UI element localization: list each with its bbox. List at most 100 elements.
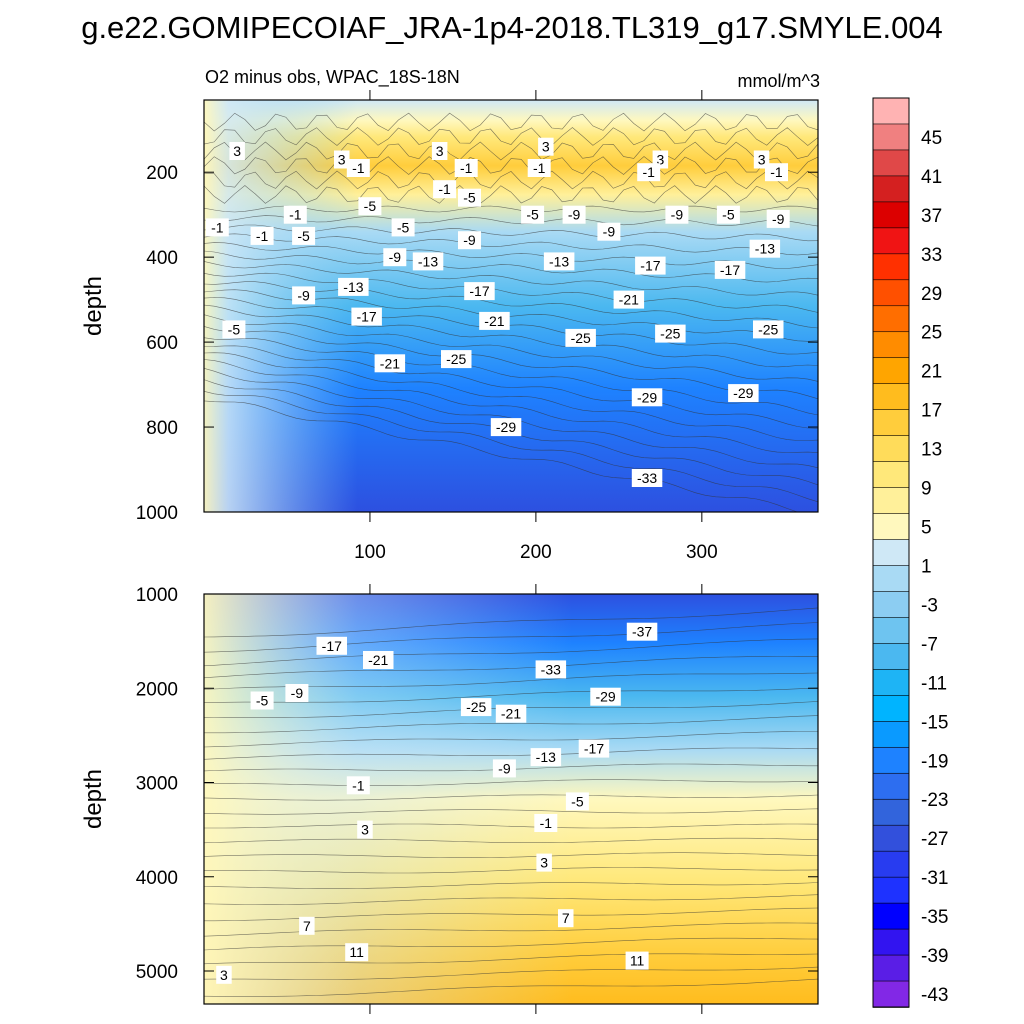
y-tick-label: 5000 (136, 962, 178, 983)
contour-label-box (535, 660, 567, 679)
contour-label: 3 (538, 137, 554, 156)
contour-label-box (458, 231, 481, 250)
colorbar-swatch (872, 357, 910, 385)
contour-label-text: -5 (526, 207, 539, 223)
contour-label-box (590, 687, 621, 706)
contour-label: -5 (250, 691, 274, 710)
contour-label-text: -25 (660, 326, 680, 342)
contour-line (204, 337, 818, 416)
panel-top-subtitle: O2 minus obs, WPAC_18S-18N (205, 67, 460, 88)
panel-bottom-west-shading (204, 594, 818, 1004)
contour-label-text: -21 (368, 652, 388, 668)
contour-line (204, 687, 818, 703)
contour-label-text: -13 (418, 253, 438, 269)
contour-label-text: -37 (632, 624, 652, 640)
contour-label-box (412, 252, 444, 271)
contour-label-text: 11 (349, 944, 364, 960)
contour-label: -33 (535, 660, 567, 679)
colorbar-swatch (872, 461, 910, 489)
contour-label-box (558, 909, 574, 928)
contour-label-text: 3 (540, 855, 548, 871)
contour-line (204, 731, 818, 748)
contour-label: -1 (205, 218, 229, 237)
contour-line (204, 272, 818, 313)
panel-bottom-axes: 1000 2000 3000 4000 5000 (136, 584, 818, 1014)
contour-label: -37 (626, 622, 658, 641)
contour-line (204, 747, 818, 760)
colorbar-swatch (872, 539, 910, 567)
contour-label-text: -5 (571, 793, 584, 809)
contour-line (204, 638, 818, 667)
y-tick-label: 200 (146, 163, 178, 184)
colorbar-swatch (872, 746, 910, 775)
contour-label: -9 (458, 231, 481, 250)
colorbar-label: 25 (921, 323, 942, 344)
contour-label: -17 (635, 256, 666, 275)
contour-label: -5 (292, 226, 316, 245)
colorbar-swatch (872, 591, 910, 619)
contour-label: -17 (316, 636, 347, 655)
contour-label-box (631, 388, 663, 407)
contour-label-box (479, 311, 510, 330)
contour-label-text: -13 (343, 279, 363, 295)
contour-label-text: -5 (463, 190, 476, 206)
contour-label-box (205, 218, 229, 237)
contour-label: -1 (346, 159, 370, 177)
contour-label-box (250, 691, 274, 710)
colorbar-label: -27 (921, 829, 948, 850)
colorbar-swatch (872, 253, 910, 281)
colorbar-label: 1 (921, 557, 932, 578)
contour-label-text: -21 (501, 706, 521, 722)
colorbar-swatch (872, 123, 910, 151)
colorbar: 45 41 37 33 29 25 21 17 13 9 5 1 -3 -7 -11 -15 -19 -23 -27… (872, 97, 948, 1008)
contour-label-box (716, 205, 740, 224)
contour-label-text: -17 (640, 258, 660, 274)
contour-label-box (222, 320, 246, 339)
contour-label-text: 3 (233, 143, 241, 159)
colorbar-label: 5 (921, 518, 932, 539)
colorbar-swatch (872, 772, 910, 801)
contour-label: -9 (766, 209, 790, 228)
panel-bottom: -37-17-21-33-29-9-5 -25 -21-17-13-9-1-5-13… (80, 584, 819, 1014)
y-tick-label: 2000 (136, 679, 178, 700)
contour-label-box (597, 222, 621, 241)
contour-label-box (363, 651, 394, 669)
contour-line (204, 156, 818, 175)
contour-line (204, 953, 818, 965)
contour-label: -17 (464, 282, 495, 301)
contour-label-box (229, 142, 245, 160)
panel-bottom-contour-labels: -37-17-21-33-29-9-5 -25 -21-17-13-9-1-5-13… (216, 622, 658, 984)
contour-label-box (626, 622, 658, 641)
panel-top-frame (203, 99, 819, 513)
colorbar-swatch (872, 695, 910, 723)
panel-bottom-frame (203, 593, 819, 1005)
contour-label-text: -13 (536, 749, 556, 765)
contour-label-text: -1 (256, 228, 269, 244)
contour-line (204, 261, 818, 296)
colorbar-swatch (872, 876, 910, 904)
contour-label-box (490, 418, 522, 437)
contour-label: -21 (495, 704, 527, 723)
contour-label-box (631, 469, 663, 487)
colorbar-swatch (872, 279, 910, 307)
colorbar-label: 13 (921, 440, 942, 461)
panel-top-ylabel: depth (80, 276, 107, 336)
contour-label: -25 (753, 320, 784, 339)
colorbar-swatch (872, 643, 910, 671)
contour-label-box (527, 159, 551, 177)
contour-line (204, 400, 799, 512)
contour-label-box (538, 137, 554, 156)
contour-label: -1 (637, 163, 661, 182)
colorbar-label: 41 (921, 167, 942, 188)
contour-label: 7 (558, 909, 574, 928)
contour-label: -1 (454, 159, 478, 177)
contour-label-text: 3 (657, 152, 665, 168)
contour-label: -17 (714, 260, 746, 279)
contour-label: -13 (543, 252, 575, 271)
contour-label: 3 (229, 142, 245, 160)
colorbar-label: -7 (921, 634, 938, 655)
contour-label-text: -9 (568, 207, 581, 223)
colorbar-swatch (872, 980, 910, 1008)
contour-label: -9 (292, 286, 316, 305)
contour-label-text: -9 (291, 685, 304, 701)
